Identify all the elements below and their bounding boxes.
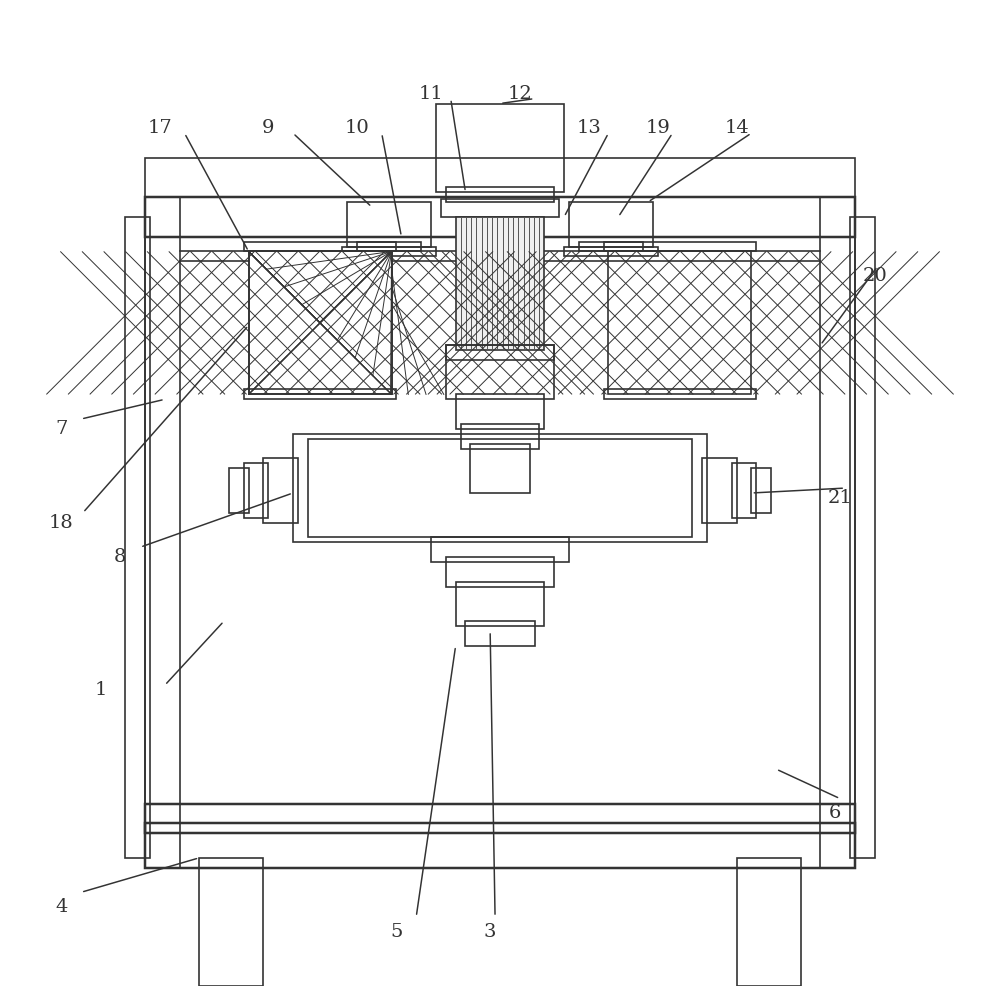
Text: 21: 21 <box>828 489 853 507</box>
Bar <box>249 251 392 394</box>
Bar <box>702 458 737 523</box>
Text: 1: 1 <box>94 681 107 699</box>
Bar <box>820 197 855 868</box>
Bar <box>436 104 564 192</box>
Bar <box>461 424 539 449</box>
Text: 10: 10 <box>345 119 369 137</box>
Bar <box>737 858 801 986</box>
Bar <box>456 394 544 429</box>
Bar <box>470 444 530 493</box>
Bar <box>732 463 756 518</box>
Bar <box>347 202 431 246</box>
Bar <box>199 858 263 986</box>
Bar <box>456 217 544 350</box>
Bar <box>579 242 643 251</box>
Bar <box>145 158 855 868</box>
Text: 6: 6 <box>829 805 841 822</box>
Bar <box>125 217 150 858</box>
Text: 5: 5 <box>390 923 403 941</box>
Bar <box>145 197 180 868</box>
Text: 19: 19 <box>645 119 670 137</box>
Text: 20: 20 <box>862 267 887 285</box>
Text: 12: 12 <box>507 85 532 103</box>
Bar <box>850 217 875 858</box>
Bar <box>751 468 771 513</box>
Bar <box>446 345 554 360</box>
Bar <box>244 389 396 399</box>
Bar <box>446 345 554 399</box>
Bar <box>604 389 756 399</box>
Bar <box>564 246 658 256</box>
Text: 13: 13 <box>576 119 601 137</box>
Bar <box>569 202 653 246</box>
Bar <box>249 251 392 394</box>
Bar <box>145 823 855 868</box>
Bar <box>342 246 436 256</box>
Bar <box>604 242 756 251</box>
Bar <box>249 251 392 394</box>
Text: 3: 3 <box>484 923 496 941</box>
Text: 8: 8 <box>114 548 127 566</box>
Bar <box>431 537 569 562</box>
Bar <box>229 468 249 513</box>
Bar <box>293 434 707 542</box>
Bar <box>446 187 554 202</box>
Bar <box>145 804 855 833</box>
Bar <box>244 242 396 251</box>
Bar <box>441 199 559 217</box>
Text: 18: 18 <box>49 514 74 531</box>
Text: 11: 11 <box>419 85 443 103</box>
Text: 9: 9 <box>262 119 275 137</box>
Bar <box>244 463 268 518</box>
Bar <box>608 251 751 394</box>
Bar <box>357 242 421 251</box>
Bar <box>608 251 751 394</box>
Bar <box>456 582 544 626</box>
Bar <box>145 197 855 237</box>
Bar <box>446 557 554 587</box>
Bar <box>465 621 535 646</box>
Bar <box>263 458 298 523</box>
Text: 17: 17 <box>147 119 172 137</box>
Bar <box>308 439 692 537</box>
Text: 4: 4 <box>55 898 67 916</box>
Text: 7: 7 <box>55 420 67 438</box>
Text: 14: 14 <box>724 119 749 137</box>
